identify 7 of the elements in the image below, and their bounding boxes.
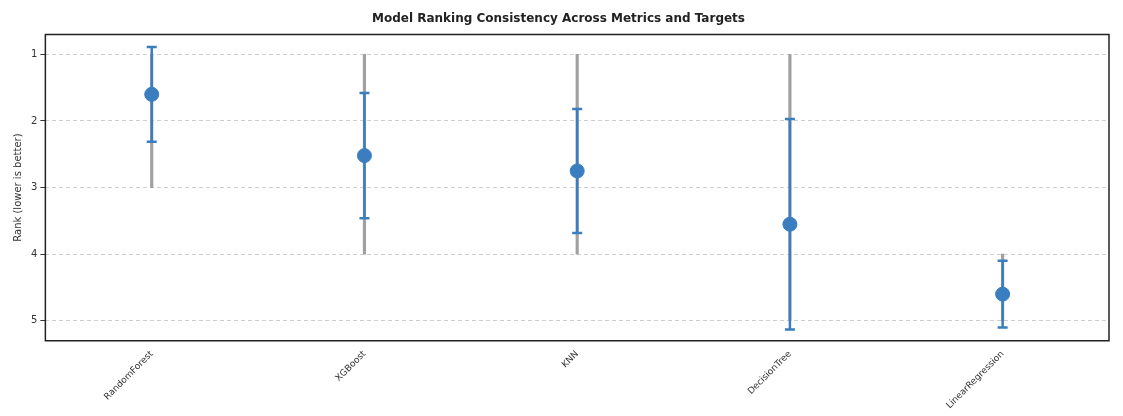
y-tick-label: 1 <box>30 47 38 59</box>
y-tick-label: 5 <box>30 314 38 326</box>
y-tick-label: 2 <box>30 114 38 126</box>
y-tick-label: 3 <box>30 181 38 193</box>
chart-title: Model Ranking Consistency Across Metrics and Targets <box>372 11 745 26</box>
y-tick-label: 4 <box>30 247 38 259</box>
y-axis-title: Rank (lower is better) <box>11 133 23 242</box>
